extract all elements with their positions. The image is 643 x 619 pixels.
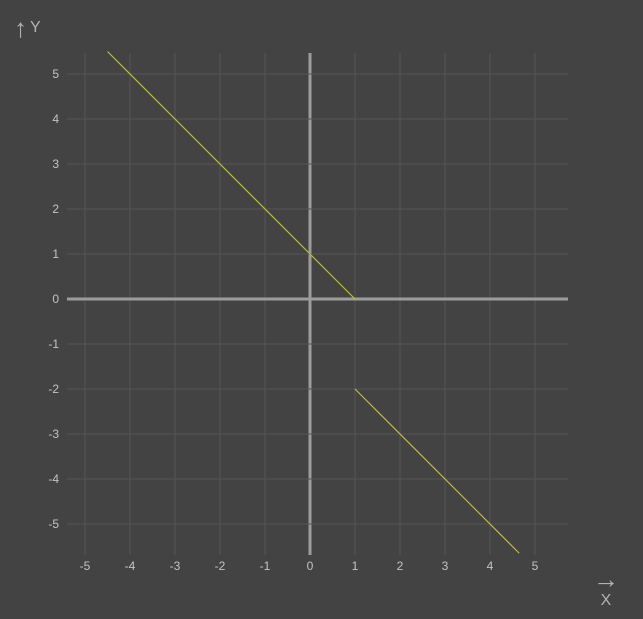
y-tick-label: 3 [52,157,59,171]
y-tick-label: 0 [52,292,59,306]
y-tick-label: 1 [52,247,59,261]
x-axis-label: → X [593,566,619,609]
y-tick-label: 4 [52,112,59,126]
x-tick-label: 1 [352,559,359,573]
x-tick-label: -5 [80,559,91,573]
x-tick-label: -3 [170,559,181,573]
y-tick-label: 2 [52,202,59,216]
y-tick-label: 5 [52,67,59,81]
y-tick-label: -2 [48,382,59,396]
x-axis-name-text: X [600,592,612,609]
x-tick-label: 4 [487,559,494,573]
right-arrow-icon: → [593,564,619,594]
y-axis-name-text: Y [30,19,41,36]
x-tick-label: -2 [215,559,226,573]
x-tick-label: 3 [442,559,449,573]
plot-line-segment-2 [354,388,520,554]
plot-line-segment-1 [107,51,356,300]
y-tick-label: -1 [48,337,59,351]
x-tick-label: -1 [260,559,271,573]
x-tick-label: 2 [397,559,404,573]
x-tick-label: 0 [307,559,314,573]
y-tick-label: -4 [48,472,59,486]
y-tick-label: -5 [48,517,59,531]
x-tick-label: -4 [125,559,136,573]
y-axis-label: ↑ Y [14,15,41,41]
up-arrow-icon: ↑ [14,13,27,43]
x-tick-label: 5 [532,559,539,573]
y-tick-label: -3 [48,427,59,441]
